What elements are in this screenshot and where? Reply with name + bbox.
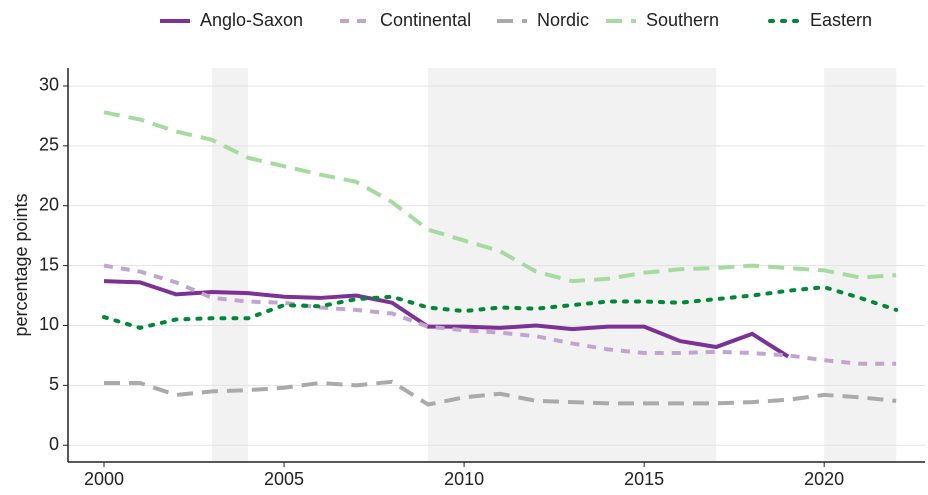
y-tick-label: 5 [49,374,59,394]
y-tick-label: 30 [39,75,59,95]
shaded-period [824,68,897,462]
y-axis-title: percentage points [11,193,31,336]
series-line [103,263,897,366]
series-line [103,110,897,284]
series-line [103,279,790,359]
series-line [102,285,899,330]
legend-label: Continental [380,10,471,30]
y-tick-label: 25 [39,135,59,155]
x-tick-label: 2010 [444,469,484,489]
legend-label: Anglo-Saxon [200,10,303,30]
series-line [104,379,897,407]
shaded-period [212,68,249,462]
x-tick-label: 2000 [84,469,124,489]
y-tick-label: 15 [39,254,59,274]
y-tick-label: 20 [39,194,59,214]
x-tick-label: 2015 [624,469,664,489]
y-tick-label: 10 [39,314,59,334]
y-tick-label: 0 [49,434,59,454]
legend-label: Eastern [810,10,872,30]
legend-label: Southern [646,10,719,30]
legend-label: Nordic [537,10,589,30]
x-tick-label: 2005 [264,469,304,489]
x-tick-label: 2020 [804,469,844,489]
